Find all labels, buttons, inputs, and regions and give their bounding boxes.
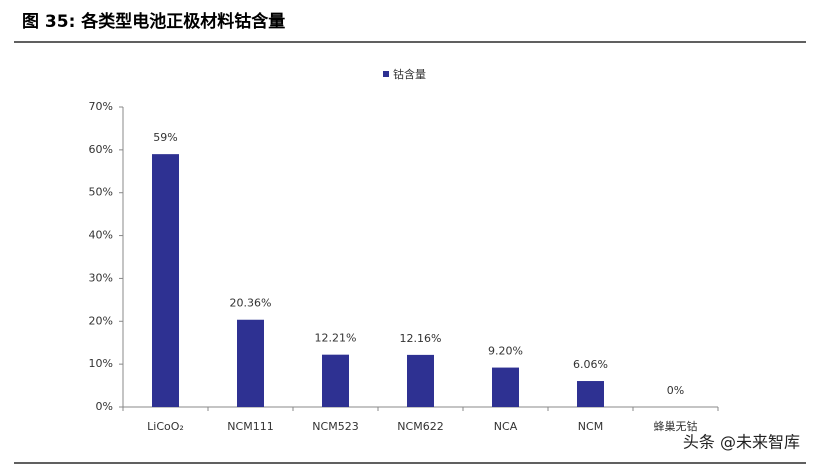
chart-title: 图 35: 各类型电池正极材料钴含量: [22, 11, 285, 32]
bar: [322, 354, 349, 407]
x-tick-label: NCM523: [312, 420, 358, 433]
value-label: 9.20%: [488, 345, 523, 358]
x-tick-label: NCM: [578, 420, 603, 433]
x-tick-label: NCA: [494, 420, 518, 433]
y-tick-label: 20%: [89, 314, 113, 327]
y-tick-label: 0%: [96, 400, 113, 413]
bar: [577, 381, 604, 407]
y-tick-label: 70%: [89, 100, 113, 113]
y-tick-label: 30%: [89, 271, 113, 284]
bar: [492, 367, 519, 407]
watermark: 头条 @未来智库: [683, 433, 800, 452]
bar: [407, 354, 434, 407]
legend-swatch: [383, 71, 389, 77]
bar: [237, 319, 264, 407]
y-tick-label: 10%: [89, 357, 113, 370]
legend-label: 钴含量: [393, 67, 426, 81]
value-label: 0%: [667, 384, 684, 397]
y-tick-label: 50%: [89, 186, 113, 199]
value-label: 20.36%: [230, 297, 272, 310]
value-label: 12.16%: [400, 332, 442, 345]
y-tick-label: 60%: [89, 143, 113, 156]
x-tick-label: 蜂巢无钴: [654, 419, 698, 433]
value-label: 6.06%: [573, 358, 608, 371]
x-tick-label: NCM622: [397, 420, 443, 433]
x-tick-label: NCM111: [227, 420, 273, 433]
value-label: 59%: [153, 131, 177, 144]
bar: [152, 154, 179, 407]
x-tick-label: LiCoO₂: [147, 420, 184, 433]
value-label: 12.21%: [315, 332, 357, 345]
y-tick-label: 40%: [89, 229, 113, 242]
